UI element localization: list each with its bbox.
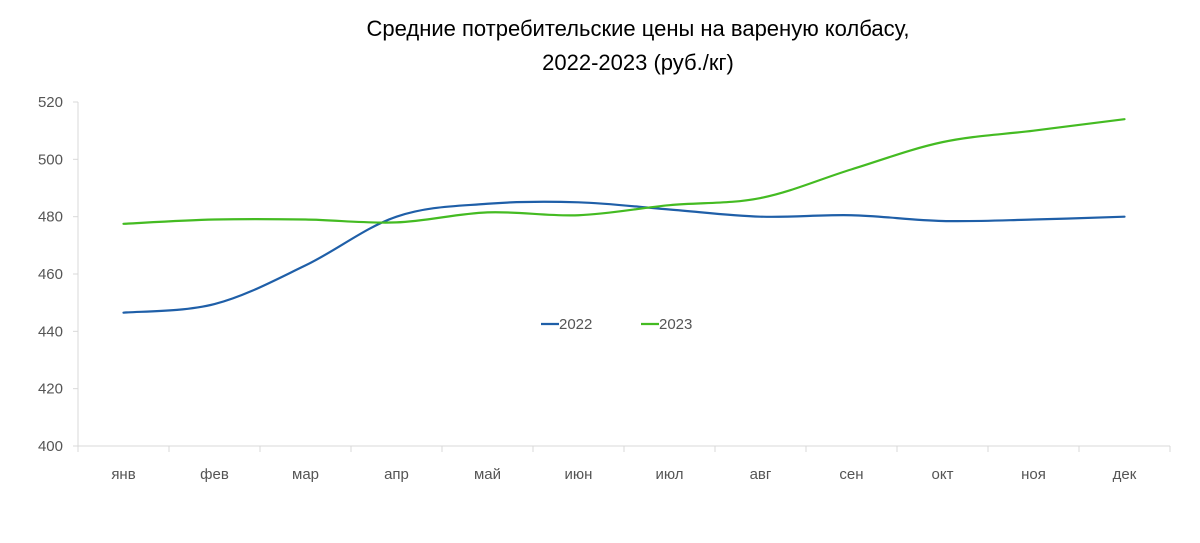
y-tick-label: 520 xyxy=(38,94,63,111)
x-tick-label: мар xyxy=(292,466,319,483)
series-line-2022 xyxy=(122,200,1126,314)
x-tick-label: ноя xyxy=(1021,466,1046,483)
y-tick-label: 440 xyxy=(38,323,63,340)
chart-title-line-1: Средние потребительские цены на вареную … xyxy=(366,16,909,41)
y-tick-label: 420 xyxy=(38,381,63,398)
chart-title-line-2: 2022-2023 (руб./кг) xyxy=(542,50,734,75)
x-tick-label: май xyxy=(474,466,501,483)
legend-label-2022: 2022 xyxy=(559,316,592,333)
x-tick-label: апр xyxy=(384,466,409,483)
y-tick-label: 460 xyxy=(38,266,63,283)
x-tick-label: дек xyxy=(1113,466,1137,483)
series-lines xyxy=(122,118,1126,314)
series-line-2023 xyxy=(122,118,1126,225)
legend-label-2023: 2023 xyxy=(659,316,692,333)
x-tick-label: авг xyxy=(750,466,772,483)
axes xyxy=(77,102,1170,447)
x-tick-label: июн xyxy=(565,466,593,483)
y-axis-ticks: 400 420 440 460 480 500 520 xyxy=(38,94,78,455)
x-tick-label: окт xyxy=(932,466,954,483)
x-tick-label: сен xyxy=(839,466,863,483)
x-axis-ticks: янв фев мар апр май июн июл авг сен окт ноя дек xyxy=(77,446,1171,483)
x-tick-label: янв xyxy=(111,466,135,483)
y-tick-label: 400 xyxy=(38,438,63,455)
x-tick-label: июл xyxy=(655,466,683,483)
x-tick-label: фев xyxy=(200,466,229,483)
y-tick-label: 500 xyxy=(38,151,63,168)
y-tick-label: 480 xyxy=(38,209,63,226)
legend: 2022 2023 xyxy=(541,316,692,333)
